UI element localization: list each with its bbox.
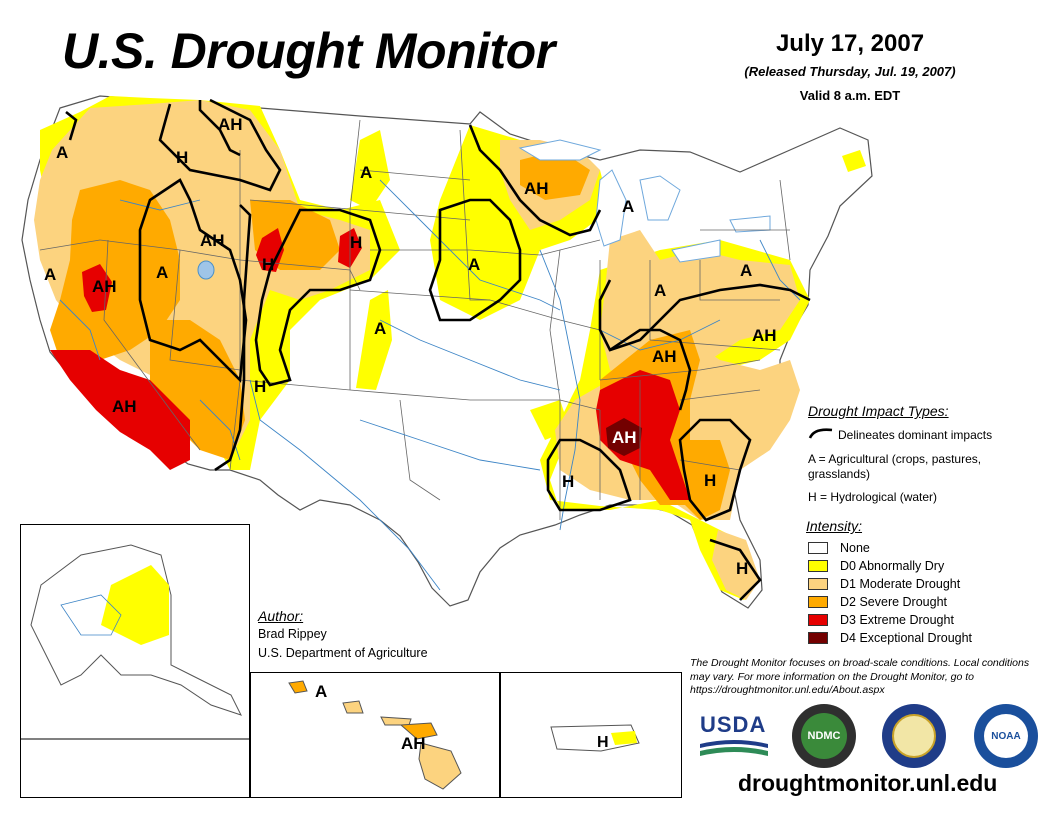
alaska-inset xyxy=(20,524,251,798)
noaa-logo-text: NOAA xyxy=(984,714,1028,758)
legend-d4: D4 Exceptional Drought xyxy=(808,630,972,646)
label-colorado: A xyxy=(374,319,386,338)
hawaii-inset: A AH xyxy=(250,672,500,798)
label-mid-atlantic: AH xyxy=(752,326,777,345)
legend-none: None xyxy=(808,540,870,556)
rivers xyxy=(59,179,801,591)
label-wyoming-h: H xyxy=(350,233,362,252)
swatch-d3 xyxy=(808,614,828,626)
swatch-d1 xyxy=(808,578,828,590)
label-wyoming-west: H xyxy=(262,255,274,274)
label-nevada-ah: AH xyxy=(92,277,117,296)
usda-logo-text: USDA xyxy=(700,712,767,737)
label-ohio-valley: A xyxy=(654,281,666,300)
puerto-rico-inset: H xyxy=(500,672,682,798)
label-new-mexico: H xyxy=(254,377,266,396)
legend-label-d0: D0 Abnormally Dry xyxy=(840,559,945,573)
label-hawaii-a: A xyxy=(315,682,327,701)
map-labels: A AH H AH A AH A A H H A H AH AH A A A A… xyxy=(44,115,777,578)
hawaii-map: A AH xyxy=(288,680,462,790)
noaa-logo[interactable]: NOAA xyxy=(974,704,1038,768)
map-title: U.S. Drought Monitor xyxy=(62,23,555,79)
legend-label-d4: D4 Exceptional Drought xyxy=(840,631,973,645)
doc-seal-center xyxy=(892,714,936,758)
ndmc-logo[interactable]: NDMC xyxy=(792,704,856,768)
swatch-d4 xyxy=(808,632,828,644)
legend-d3: D3 Extreme Drought xyxy=(808,612,954,628)
legend-d2: D2 Severe Drought xyxy=(808,594,947,610)
legend-label-d3: D3 Extreme Drought xyxy=(840,613,954,627)
ndmc-logo-text: NDMC xyxy=(801,713,847,759)
legend-label-d1: D1 Moderate Drought xyxy=(840,577,961,591)
usda-logo[interactable]: USDA xyxy=(700,712,768,760)
great-salt-lake xyxy=(197,260,215,280)
label-socal: AH xyxy=(112,397,137,416)
agricultural-text: A = Agricultural (crops, pastures, grass… xyxy=(808,452,982,481)
d4-region xyxy=(606,418,642,456)
label-great-basin: A xyxy=(156,263,168,282)
website-url[interactable]: droughtmonitor.unl.edu xyxy=(738,770,998,796)
valid-time: Valid 8 a.m. EDT xyxy=(799,88,901,103)
impact-boundaries xyxy=(65,98,811,601)
swatch-none xyxy=(808,542,828,554)
legend-d1: D1 Moderate Drought xyxy=(808,576,960,592)
d3-regions xyxy=(50,228,690,500)
author-org: U.S. Department of Agriculture xyxy=(258,646,428,660)
impact-boundary-swatch xyxy=(808,428,833,439)
map-date: July 17, 2007 xyxy=(775,30,925,57)
impact-types-heading: Drought Impact Types: xyxy=(808,403,949,419)
legend-label-d2: D2 Severe Drought xyxy=(840,595,948,609)
label-florida: H xyxy=(736,559,748,578)
hydrological-text: H = Hydrological (water) xyxy=(808,490,938,504)
legend-d0: D0 Abnormally Dry xyxy=(808,558,944,574)
label-n-idaho-ah: AH xyxy=(218,115,243,134)
release-date: (Released Thursday, Jul. 19, 2007) xyxy=(744,64,956,79)
label-gulf: H xyxy=(562,472,574,491)
label-michigan: A xyxy=(622,197,634,216)
author-heading: Author: xyxy=(258,608,304,624)
label-n-idaho-h: H xyxy=(176,148,188,167)
label-nw-coast: A xyxy=(56,143,68,162)
label-georgia: H xyxy=(704,471,716,490)
legend-label-none: None xyxy=(840,541,870,555)
label-kentucky: AH xyxy=(652,347,677,366)
swatch-d2 xyxy=(808,596,828,608)
great-lakes xyxy=(518,139,771,263)
label-idaho-ah: AH xyxy=(200,231,225,250)
doc-seal-icon[interactable] xyxy=(882,704,946,768)
label-puerto-rico: H xyxy=(597,734,609,751)
label-mn-iowa: A xyxy=(468,255,480,274)
label-hawaii-ah: AH xyxy=(401,734,426,753)
label-n-cal: A xyxy=(44,265,56,284)
drought-monitor-note: The Drought Monitor focuses on broad-sca… xyxy=(690,657,1030,696)
puerto-rico-map: H xyxy=(550,724,640,752)
alaska-map xyxy=(21,544,251,740)
swatch-d0 xyxy=(808,560,828,572)
label-upper-midwest: AH xyxy=(524,179,549,198)
author-name: Brad Rippey xyxy=(258,627,327,641)
intensity-heading: Intensity: xyxy=(806,518,863,534)
label-southeast: AH xyxy=(612,428,637,447)
delineates-text: Delineates dominant impacts xyxy=(838,428,993,442)
label-pennsylvania: A xyxy=(740,261,752,280)
usda-logo-wave xyxy=(700,740,768,756)
label-montana-east: A xyxy=(360,163,372,182)
